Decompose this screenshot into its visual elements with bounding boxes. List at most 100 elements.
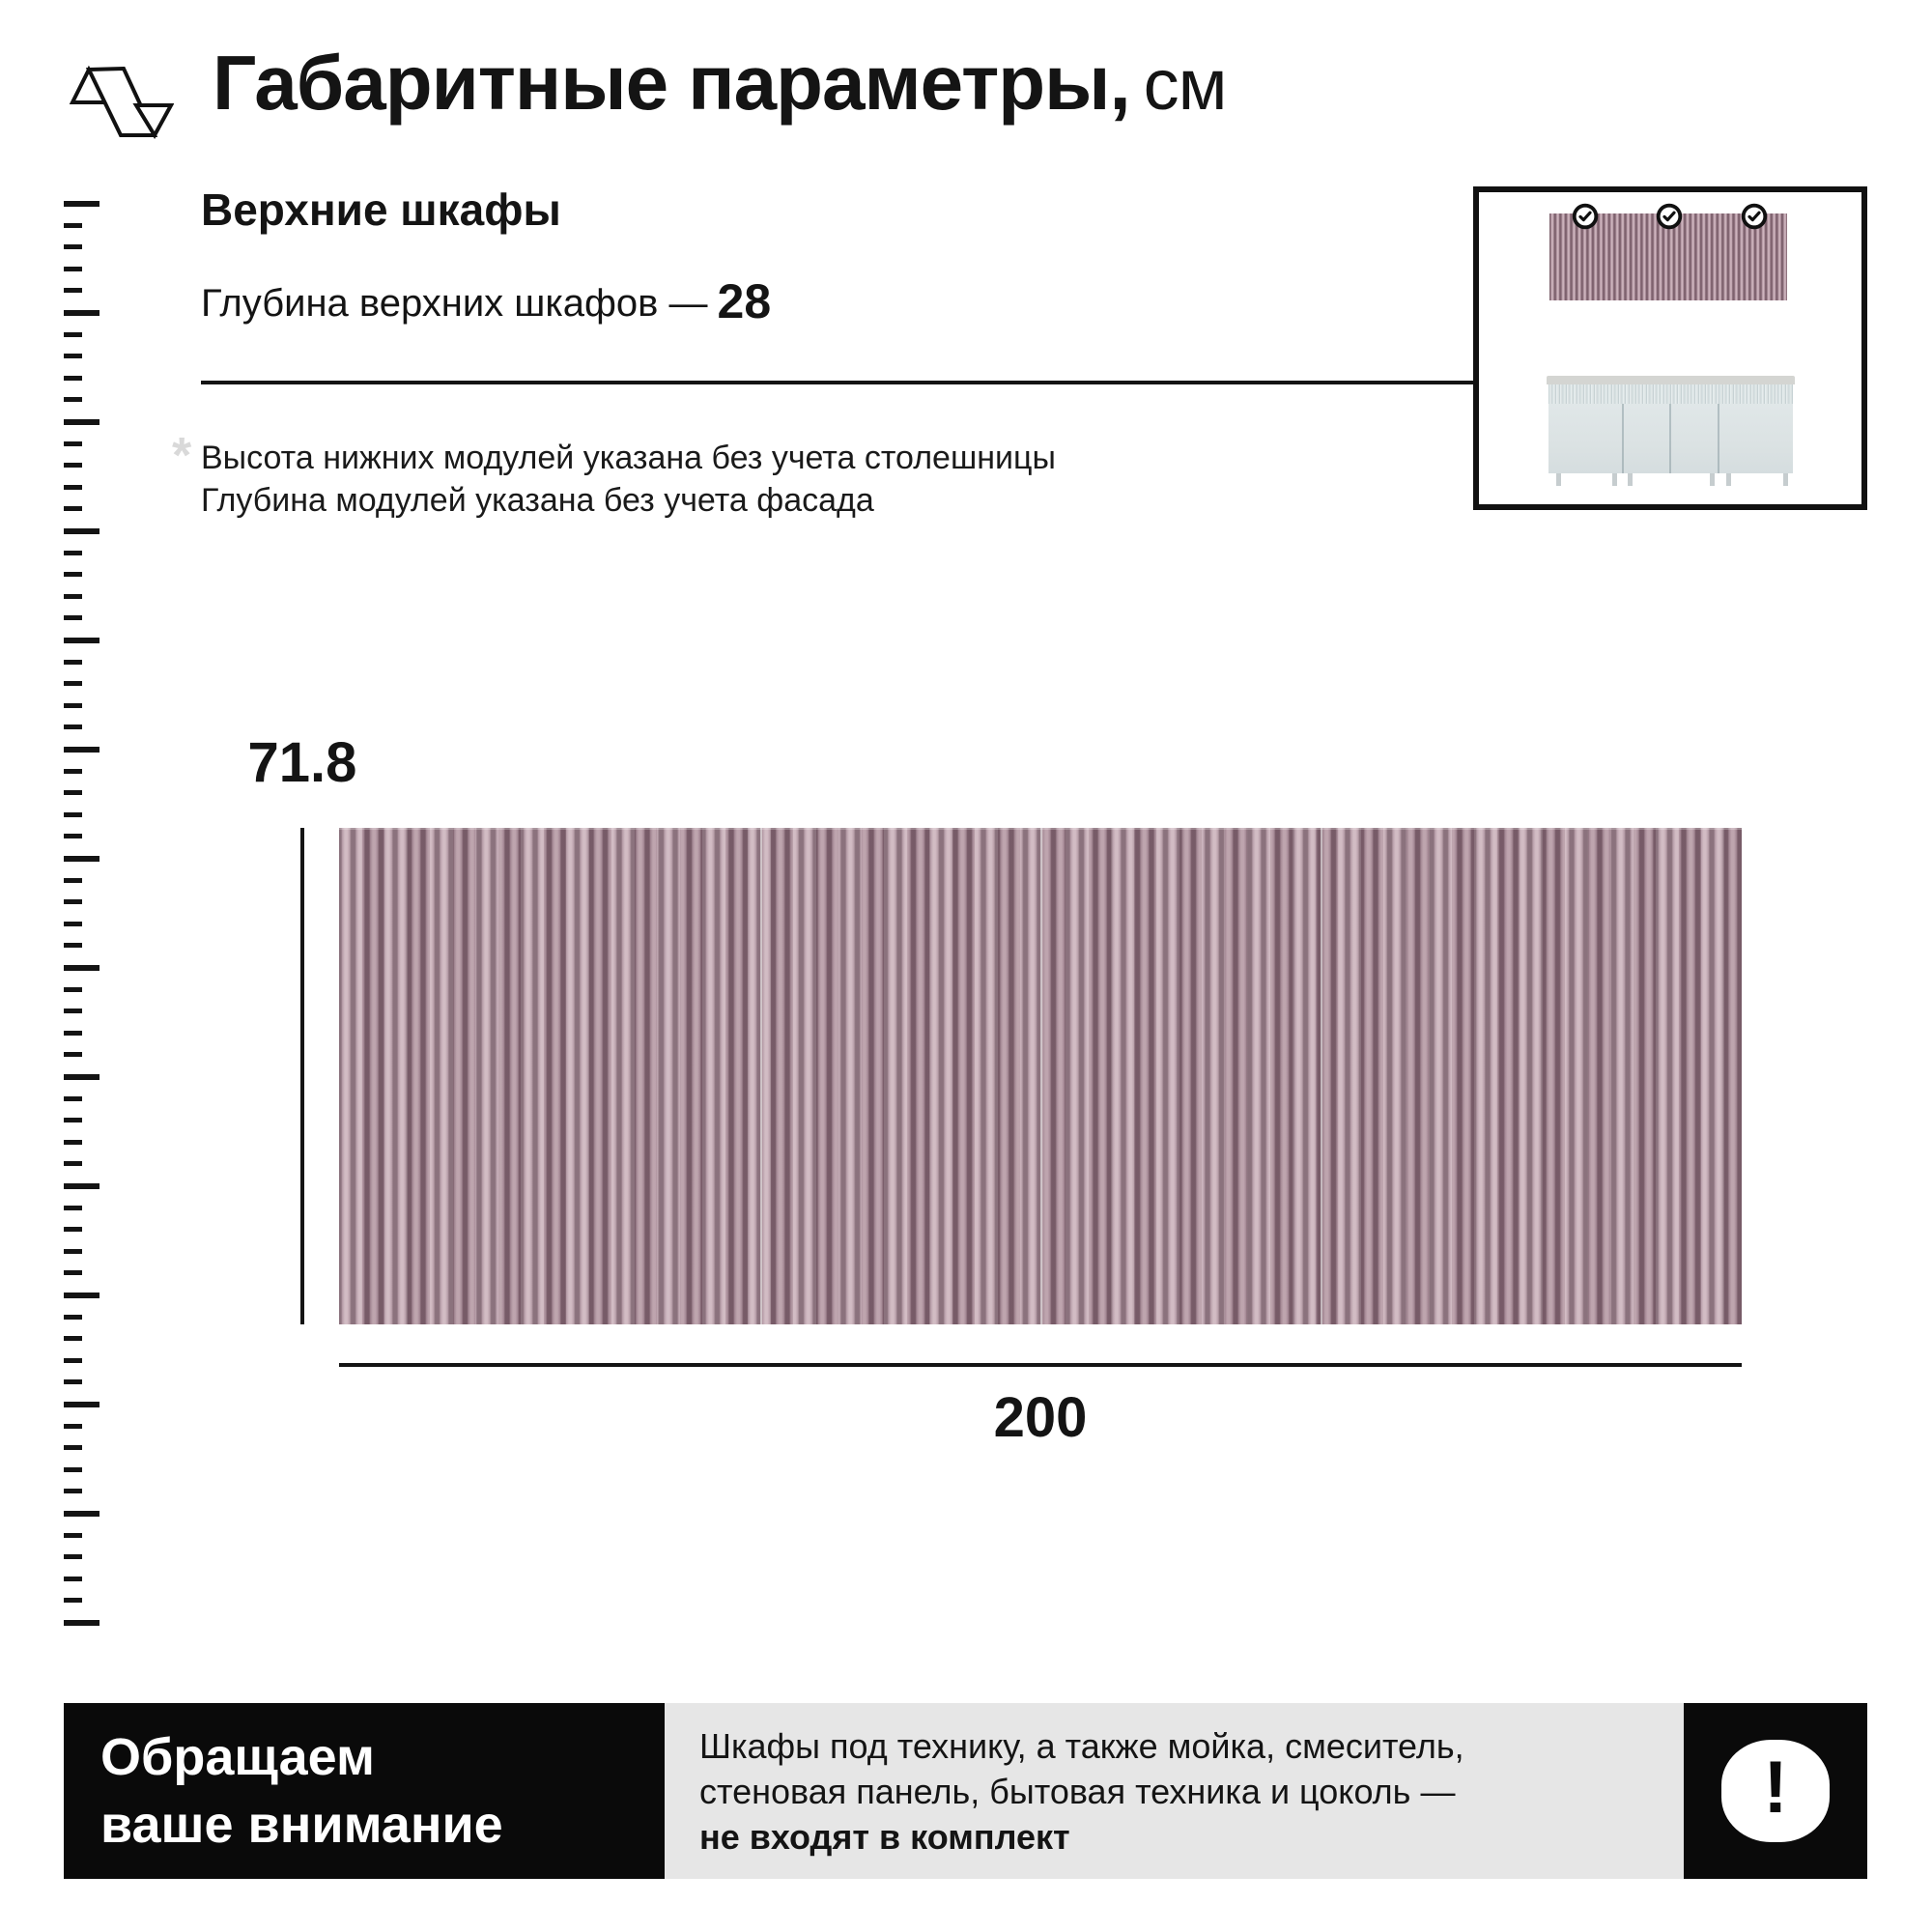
ruler-tick bbox=[64, 615, 82, 621]
page-title-main: Габаритные параметры, bbox=[213, 40, 1131, 126]
brand-logo-icon bbox=[69, 65, 174, 139]
checkmark-badge-icon bbox=[1656, 203, 1683, 230]
cabinet-leg bbox=[1612, 473, 1617, 486]
ruler-tick bbox=[64, 877, 82, 883]
base-cabinets-preview bbox=[1547, 376, 1795, 486]
exclamation-icon: ! bbox=[1721, 1740, 1830, 1842]
ruler-tick bbox=[64, 310, 99, 316]
width-dimension-label: 200 bbox=[993, 1386, 1088, 1449]
ruler-tick bbox=[64, 331, 82, 337]
note-asterisk: * bbox=[172, 428, 192, 484]
ruler-tick bbox=[64, 1379, 82, 1385]
ruler-tick bbox=[64, 1052, 82, 1058]
footnote: Высота нижних модулей указана без учета … bbox=[201, 437, 1056, 522]
ruler-tick bbox=[64, 463, 82, 469]
ruler-tick bbox=[64, 1009, 82, 1014]
module-seam bbox=[1040, 828, 1042, 1324]
ruler bbox=[64, 201, 102, 1631]
ruler-tick bbox=[64, 1183, 99, 1189]
ruler-tick bbox=[64, 811, 82, 817]
depth-line: Глубина верхних шкафов —28 bbox=[201, 273, 771, 329]
ruler-tick bbox=[64, 1293, 99, 1298]
exclamation-glyph: ! bbox=[1763, 1747, 1788, 1829]
height-dimension-label: 71.8 bbox=[247, 731, 357, 794]
cabinet-doors bbox=[1548, 404, 1793, 473]
ruler-tick bbox=[64, 790, 82, 796]
ruler-tick bbox=[64, 1095, 82, 1101]
depth-label: Глубина верхних шкафов — bbox=[201, 282, 708, 325]
ruler-tick bbox=[64, 354, 82, 359]
footnote-line-1: Высота нижних модулей указана без учета … bbox=[201, 440, 1056, 476]
ruler-tick bbox=[64, 1554, 82, 1560]
depth-value: 28 bbox=[717, 274, 772, 328]
section-divider bbox=[201, 381, 1474, 384]
module-seam bbox=[759, 828, 762, 1324]
ruler-tick bbox=[64, 222, 82, 228]
notice-heading-line-1: Обращаем bbox=[100, 1728, 375, 1786]
notice-body-line-1: Шкафы под технику, а также мойка, смесит… bbox=[699, 1725, 1464, 1766]
ruler-tick bbox=[64, 1118, 82, 1123]
ruler-tick bbox=[64, 484, 82, 490]
ruler-tick bbox=[64, 506, 82, 512]
ruler-tick bbox=[64, 768, 82, 774]
ruler-tick bbox=[64, 1402, 99, 1407]
ruler-tick bbox=[64, 1598, 82, 1604]
ruler-tick bbox=[64, 1248, 82, 1254]
checkmark-badge-icon bbox=[1741, 203, 1768, 230]
ruler-tick bbox=[64, 572, 82, 578]
ruler-tick bbox=[64, 375, 82, 381]
ruler-tick bbox=[64, 702, 82, 708]
ruler-tick bbox=[64, 288, 82, 294]
ruler-tick bbox=[64, 1161, 82, 1167]
kitchen-preview bbox=[1473, 186, 1867, 510]
ruler-tick bbox=[64, 834, 82, 839]
ruler-tick bbox=[64, 1227, 82, 1233]
notice-body-line-2: стеновая панель, бытовая техника и цокол… bbox=[699, 1771, 1456, 1811]
ruler-tick bbox=[64, 1336, 82, 1342]
ruler-tick bbox=[64, 943, 82, 949]
ruler-tick bbox=[64, 638, 99, 643]
section-subtitle: Верхние шкафы bbox=[201, 185, 561, 235]
ruler-tick bbox=[64, 986, 82, 992]
alert-box: ! bbox=[1684, 1703, 1867, 1879]
ruler-tick bbox=[64, 244, 82, 250]
notice-body-line-3: не входят в комплект bbox=[699, 1816, 1070, 1857]
ruler-tick bbox=[64, 899, 82, 905]
drawer-strip bbox=[1548, 384, 1793, 404]
ruler-tick bbox=[64, 856, 99, 862]
ruler-tick bbox=[64, 1620, 99, 1626]
upper-cabinet-front bbox=[339, 828, 1742, 1324]
ruler-tick bbox=[64, 266, 82, 271]
cabinet-leg bbox=[1556, 473, 1561, 486]
ruler-tick bbox=[64, 1357, 82, 1363]
notice-strip: Обращаем ваше внимание Шкафы под технику… bbox=[64, 1703, 1867, 1879]
ruler-tick bbox=[64, 659, 82, 665]
door-separator bbox=[1668, 404, 1671, 473]
checkmark-badge-icon bbox=[1572, 203, 1599, 230]
notice-heading-box: Обращаем ваше внимание bbox=[64, 1703, 665, 1879]
module-seam bbox=[1321, 828, 1323, 1324]
ruler-tick bbox=[64, 747, 99, 753]
cabinet-leg bbox=[1726, 473, 1731, 486]
cabinet-leg bbox=[1783, 473, 1788, 486]
footnote-line-2: Глубина модулей указана без учета фасада bbox=[201, 482, 874, 519]
ruler-tick bbox=[64, 419, 99, 425]
ruler-tick bbox=[64, 1489, 82, 1494]
ruler-tick bbox=[64, 965, 99, 971]
ruler-tick bbox=[64, 550, 82, 555]
ruler-tick bbox=[64, 593, 82, 599]
ruler-tick bbox=[64, 440, 82, 446]
ruler-tick bbox=[64, 1030, 82, 1036]
ruler-tick bbox=[64, 1139, 82, 1145]
height-dimension-line bbox=[300, 828, 304, 1324]
ruler-tick bbox=[64, 1466, 82, 1472]
ruler-tick bbox=[64, 1074, 99, 1080]
ruler-tick bbox=[64, 1511, 99, 1517]
notice-body-box: Шкафы под технику, а также мойка, смесит… bbox=[665, 1703, 1684, 1879]
cabinet-leg bbox=[1628, 473, 1633, 486]
ruler-tick bbox=[64, 1532, 82, 1538]
ruler-tick bbox=[64, 1576, 82, 1581]
page-title-unit: см bbox=[1143, 44, 1228, 125]
ruler-tick bbox=[64, 1314, 82, 1320]
